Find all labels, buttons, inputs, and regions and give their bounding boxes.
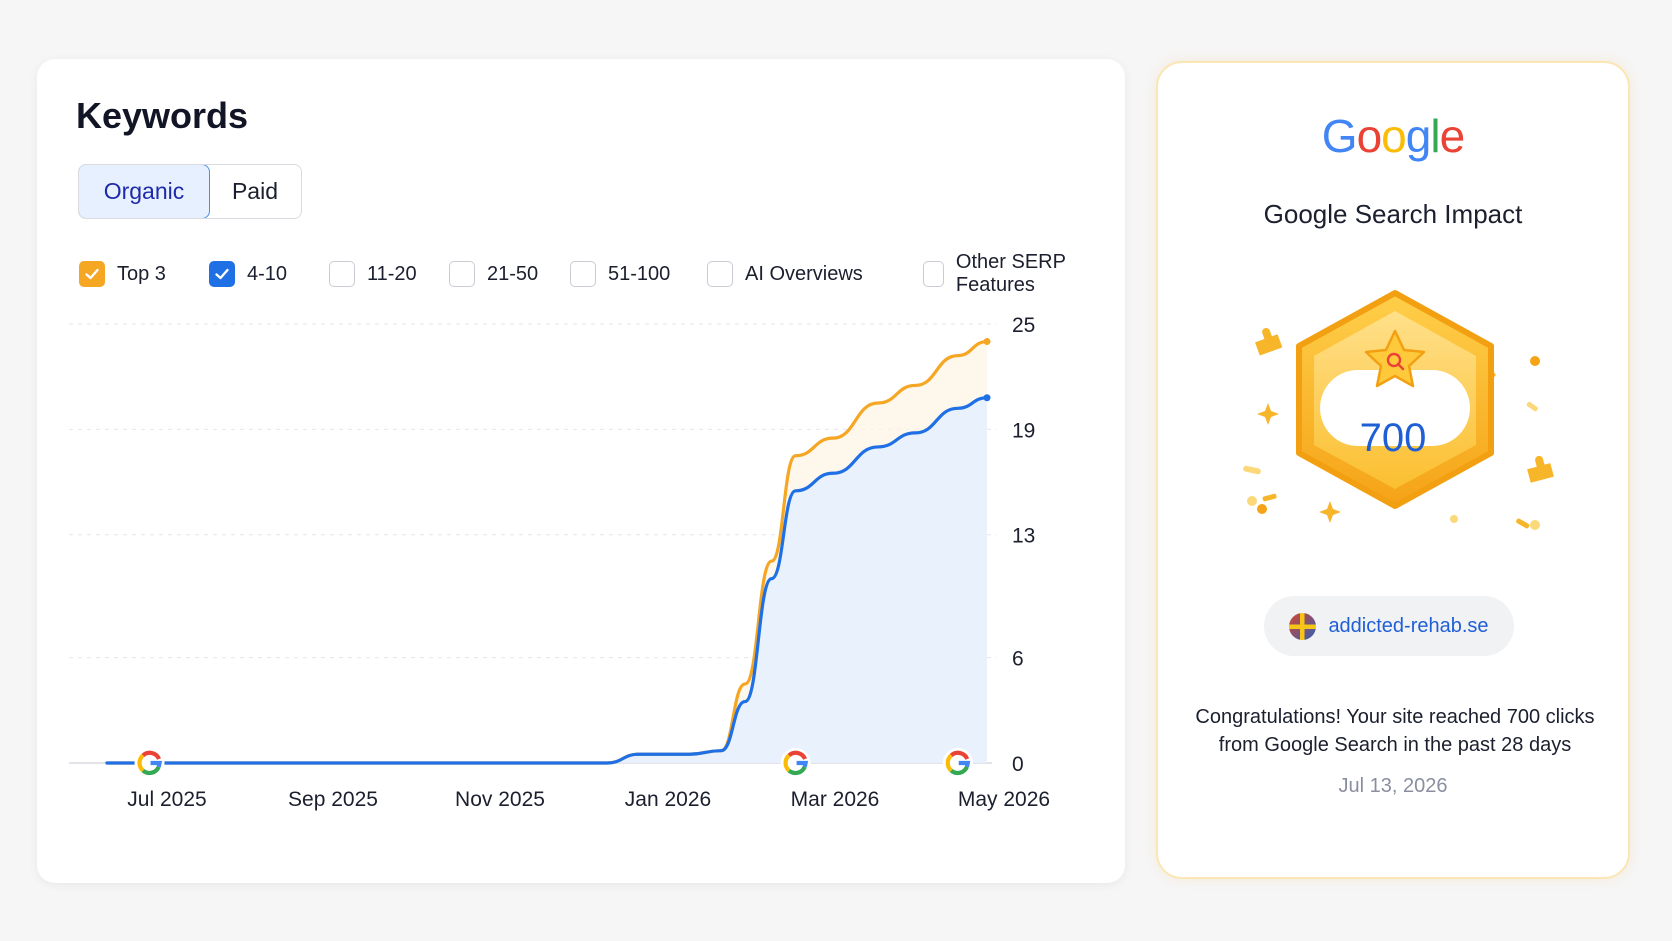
- position-filters: Top 3 4-10 11-20 21-50 51-100 AI Overvie…: [79, 251, 1109, 296]
- filter-label: Top 3: [117, 262, 166, 285]
- filter-top-3[interactable]: Top 3: [79, 259, 166, 289]
- organic-paid-toggle: Organic Paid: [78, 164, 302, 219]
- filter-11-20[interactable]: 11-20: [329, 259, 417, 289]
- filter-label: AI Overviews: [745, 262, 863, 285]
- filter-ai-overviews[interactable]: AI Overviews: [707, 259, 863, 289]
- site-name: addicted-rehab.se: [1328, 614, 1489, 637]
- series-end-point: [983, 338, 991, 346]
- x-tick-label: Sep 2025: [288, 788, 378, 811]
- google-g-icon[interactable]: [942, 748, 973, 778]
- checkbox-checked-icon[interactable]: [79, 261, 105, 287]
- area-4-10: [107, 397, 987, 763]
- achievement-badge-icon: [1243, 290, 1554, 530]
- y-tick-label: 19: [1012, 419, 1035, 442]
- checkbox-unchecked-icon[interactable]: [329, 261, 355, 287]
- checkbox-unchecked-icon[interactable]: [707, 261, 733, 287]
- impact-title: Google Search Impact: [1263, 199, 1523, 229]
- google-g-icon[interactable]: [134, 748, 165, 778]
- filter-label: 11-20: [367, 262, 417, 285]
- filter-4-10[interactable]: 4-10: [209, 259, 287, 289]
- checkbox-checked-icon[interactable]: [209, 261, 235, 287]
- clicks-value: 700: [1359, 416, 1427, 460]
- filter-label: 4-10: [247, 262, 288, 285]
- flag-icon: [1289, 612, 1317, 640]
- y-tick-label: 6: [1012, 648, 1024, 671]
- filter-label: Other SERP Features: [955, 251, 1066, 296]
- checkbox-unchecked-icon[interactable]: [923, 261, 944, 287]
- y-tick-label: 25: [1012, 314, 1035, 337]
- checkbox-unchecked-icon[interactable]: [449, 261, 475, 287]
- keywords-card: Keywords Organic Paid Top 3 4-10 11-20 2…: [37, 59, 1125, 883]
- x-tick-label: Jul 2025: [127, 788, 206, 811]
- congratulations-message: Congratulations! Your site reached 700 c…: [1195, 706, 1595, 756]
- impact-date: Jul 13, 2026: [1338, 775, 1448, 797]
- filter-21-50[interactable]: 21-50: [449, 259, 538, 289]
- google-g-icon[interactable]: [780, 748, 811, 778]
- x-tick-label: Nov 2025: [455, 788, 545, 811]
- x-tick-label: Mar 2026: [791, 788, 880, 811]
- tab-paid[interactable]: Paid: [231, 178, 279, 204]
- filter-51-100[interactable]: 51-100: [570, 259, 670, 289]
- keywords-chart: 25 19 13 6 0 Jul 2025 Sep 2025 Nov 2025 Jan 2026…: [69, 314, 1050, 811]
- site-chip[interactable]: addicted-rehab.se: [1264, 596, 1514, 656]
- google-logo: Google: [1321, 110, 1465, 162]
- tab-organic[interactable]: Organic: [79, 165, 210, 218]
- filter-label: 21-50: [487, 262, 539, 285]
- keywords-title: Keywords: [76, 95, 249, 136]
- checkbox-unchecked-icon[interactable]: [570, 261, 596, 287]
- x-tick-label: May 2026: [958, 788, 1050, 811]
- x-tick-label: Jan 2026: [625, 788, 711, 811]
- y-tick-label: 13: [1012, 525, 1035, 548]
- google-search-impact-card: Google Google Search Impact: [1156, 61, 1630, 879]
- series-end-point: [983, 394, 991, 402]
- filter-label: 51-100: [608, 262, 671, 285]
- filter-other-serp-features[interactable]: Other SERP Features: [923, 251, 1109, 296]
- y-tick-label: 0: [1012, 753, 1024, 776]
- series-line-4-10: [105, 396, 989, 765]
